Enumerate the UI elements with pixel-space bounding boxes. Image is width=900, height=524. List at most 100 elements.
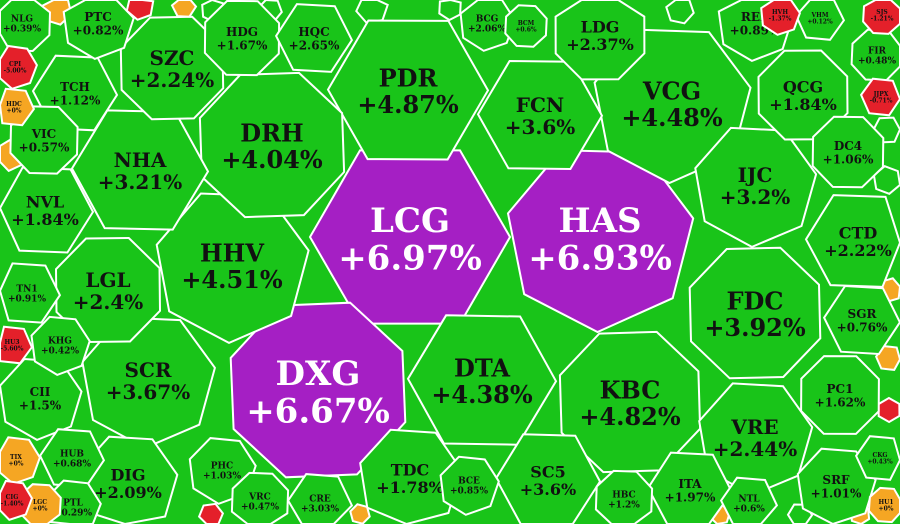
heatmap-cell-fcn[interactable]: FCN+3.6% xyxy=(476,59,604,171)
heatmap-cell-nvl[interactable]: NVL+1.84% xyxy=(0,166,95,254)
heatmap-cell-ticker: JJPX xyxy=(873,91,889,98)
heatmap-cell-drh[interactable]: DRH+4.04% xyxy=(198,71,346,219)
heatmap-cell-dc4[interactable]: DC4+1.06% xyxy=(811,115,885,189)
heatmap-cell-vrc[interactable]: VRC+0.47% xyxy=(230,471,290,524)
heatmap-cell-qcg[interactable]: QCG+1.84% xyxy=(757,49,849,141)
heatmap-cell-tn1[interactable]: TN1+0.91% xyxy=(0,262,62,324)
heatmap-cell-fdc[interactable]: FDC+3.92% xyxy=(688,246,822,380)
heatmap-cell-tdc[interactable]: TDC+1.78% xyxy=(359,428,463,524)
heatmap-cell-hvh[interactable]: HVH-1.37% xyxy=(760,0,802,36)
heatmap-cell-lgl[interactable]: LGL+2.4% xyxy=(54,236,162,344)
heatmap-cell-change: +2.22% xyxy=(824,241,892,260)
heatmap-cell-sgr[interactable]: SGR+0.76% xyxy=(822,284,900,356)
heatmap-cell-ticker: HAS xyxy=(558,201,641,241)
heatmap-cell-ticker: TIX xyxy=(10,454,22,461)
heatmap-cell-ticker: SGR xyxy=(848,307,878,321)
heatmap-cell-change: +1.67% xyxy=(217,38,268,52)
heatmap-cell-ijc[interactable]: IJC+3.2% xyxy=(694,126,818,249)
heatmap-cell-dxg[interactable]: DXG+6.67% xyxy=(229,301,407,479)
heatmap-cell-ticker: NTL xyxy=(738,495,760,505)
heatmap-cell-shape xyxy=(688,246,822,380)
heatmap-cell-shape xyxy=(62,0,135,61)
heatmap-cell-cii[interactable]: CII+1.5% xyxy=(0,357,83,442)
heatmap-cell-ticker: PDR xyxy=(379,63,439,92)
heatmap-cell-vic[interactable]: VIC+0.57% xyxy=(9,105,79,175)
heatmap-cell-sjs[interactable]: SJS-1.21% xyxy=(862,0,900,35)
heatmap-cell-change: +3.21% xyxy=(98,170,182,194)
heatmap-cell-shape xyxy=(439,455,500,516)
heatmap-cell-shape xyxy=(867,486,900,524)
heatmap-cell-jjpx[interactable]: JJPX-0.71% xyxy=(859,77,900,117)
heatmap-cell-khg[interactable]: KHG+0.42% xyxy=(30,315,91,377)
heatmap-cell-ldg[interactable]: LDG+2.37% xyxy=(554,0,646,81)
heatmap-cell-cig[interactable]: CIG-1.40% xyxy=(0,479,34,521)
heatmap-cell-change: +0.6% xyxy=(733,505,765,515)
heatmap-cell-hu1[interactable]: HU1+0% xyxy=(867,486,900,524)
heatmap-cell-nha[interactable]: NHA+3.21% xyxy=(70,109,210,231)
heatmap-cell-vcg[interactable]: VCG+4.48% xyxy=(593,28,752,185)
heatmap-cell-change: -1.21% xyxy=(871,16,894,23)
heatmap-cell-ita[interactable]: ITA+1.97% xyxy=(646,451,734,524)
heatmap-cell-dig[interactable]: DIG+2.09% xyxy=(78,435,179,524)
heatmap-cell-kbc[interactable]: KBC+4.82% xyxy=(558,330,702,474)
heatmap-cell-change: +6.93% xyxy=(528,238,672,278)
heatmap-cell-shape xyxy=(230,471,290,524)
heatmap-cell-ticker: ITA xyxy=(678,477,702,491)
heatmap-cell-change: -5.60% xyxy=(1,346,24,353)
heatmap-cell-ticker: DRH xyxy=(240,118,303,147)
heatmap-cell-shape xyxy=(859,77,900,117)
heatmap-cell-change: +0.47% xyxy=(241,503,279,513)
heatmap-cell-shape xyxy=(54,236,162,344)
heatmap-cell-shape xyxy=(558,330,702,474)
heatmap-cell-ticker: DC4 xyxy=(834,139,862,153)
heatmap-cell-pc1[interactable]: PC1+1.62% xyxy=(800,355,880,435)
heatmap-cell-ticker: SRF xyxy=(822,473,850,487)
heatmap-cell-change: +1.97% xyxy=(665,490,716,504)
heatmap-cell-hqc[interactable]: HQC+2.65% xyxy=(274,3,354,73)
heatmap-cell-shape xyxy=(760,0,802,36)
heatmap-cell-ticker: NLG xyxy=(11,15,33,25)
heatmap-cell-fir[interactable]: FIR+0.48% xyxy=(850,28,900,82)
heatmap-cell-change: +0.85% xyxy=(450,487,488,497)
heatmap-cell-ticker: KHG xyxy=(48,337,72,347)
heatmap-cell-ntl[interactable]: NTL+0.6% xyxy=(719,476,779,524)
heatmap-cell-pdr[interactable]: PDR+4.87% xyxy=(326,19,490,161)
heatmap-cell-change: +3.67% xyxy=(106,380,190,404)
heatmap-cell-ticker: VRE xyxy=(730,415,778,439)
heatmap-cell-shape xyxy=(811,115,885,189)
heatmap-cell-change: +3.92% xyxy=(704,313,806,342)
heatmap-cell-hub[interactable]: HUB+0.68% xyxy=(38,428,106,488)
heatmap-cell-ticker: FDC xyxy=(727,286,784,315)
heatmap-cell-change: +0% xyxy=(879,506,894,513)
heatmap-cell-bce[interactable]: BCE+0.85% xyxy=(439,455,500,516)
heatmap-cell-ticker: CRE xyxy=(309,495,331,505)
heatmap-cell-ctd[interactable]: CTD+2.22% xyxy=(804,194,900,288)
heatmap-cell-hbc[interactable]: HBC+1.2% xyxy=(594,469,654,524)
heatmap-cell-shape xyxy=(0,87,36,127)
heatmap-cell-ticker: VCG xyxy=(642,76,701,105)
heatmap-cell-ticker: TDC xyxy=(391,461,430,480)
heatmap-cell-hdg[interactable]: HDG+1.67% xyxy=(203,0,281,77)
heatmap-cell-ckg[interactable]: CKG+0.43% xyxy=(854,435,900,481)
heatmap-cell-cpi[interactable]: CPI-5.00% xyxy=(0,44,39,90)
heatmap-cell-ticker: BCE xyxy=(458,477,480,487)
heatmap-cell-has[interactable]: HAS+6.93% xyxy=(506,149,695,334)
heatmap-cell-bcm[interactable]: BCM+0.6% xyxy=(504,4,548,48)
heatmap-cell-dta[interactable]: DTA+4.38% xyxy=(406,314,558,446)
heatmap-cell-vre[interactable]: VRE+2.44% xyxy=(698,382,814,497)
heatmap-cell-ptc[interactable]: PTC+0.82% xyxy=(62,0,135,61)
heatmap-cell-ticker: DIG xyxy=(110,466,145,485)
heatmap-cell-shape xyxy=(854,435,900,481)
heatmap-cell-srf[interactable]: SRF+1.01% xyxy=(796,447,877,524)
heatmap-cell-hhv[interactable]: HHV+4.51% xyxy=(155,192,310,345)
heatmap-cell-change: -1.37% xyxy=(769,16,792,23)
heatmap-cell-change: +0% xyxy=(9,461,24,468)
heatmap-cell-hu3[interactable]: HU3-5.60% xyxy=(0,325,34,365)
heatmap-cell-change: +2.37% xyxy=(566,35,634,54)
heatmap-cell-change: +4.87% xyxy=(357,90,459,119)
heatmap-cell-ticker: PC1 xyxy=(827,382,854,396)
heatmap-cell-scr[interactable]: SCR+3.67% xyxy=(81,316,216,450)
heatmap-cell-shape xyxy=(804,194,900,288)
heatmap-cell-hdc[interactable]: HDC+0% xyxy=(0,87,36,127)
